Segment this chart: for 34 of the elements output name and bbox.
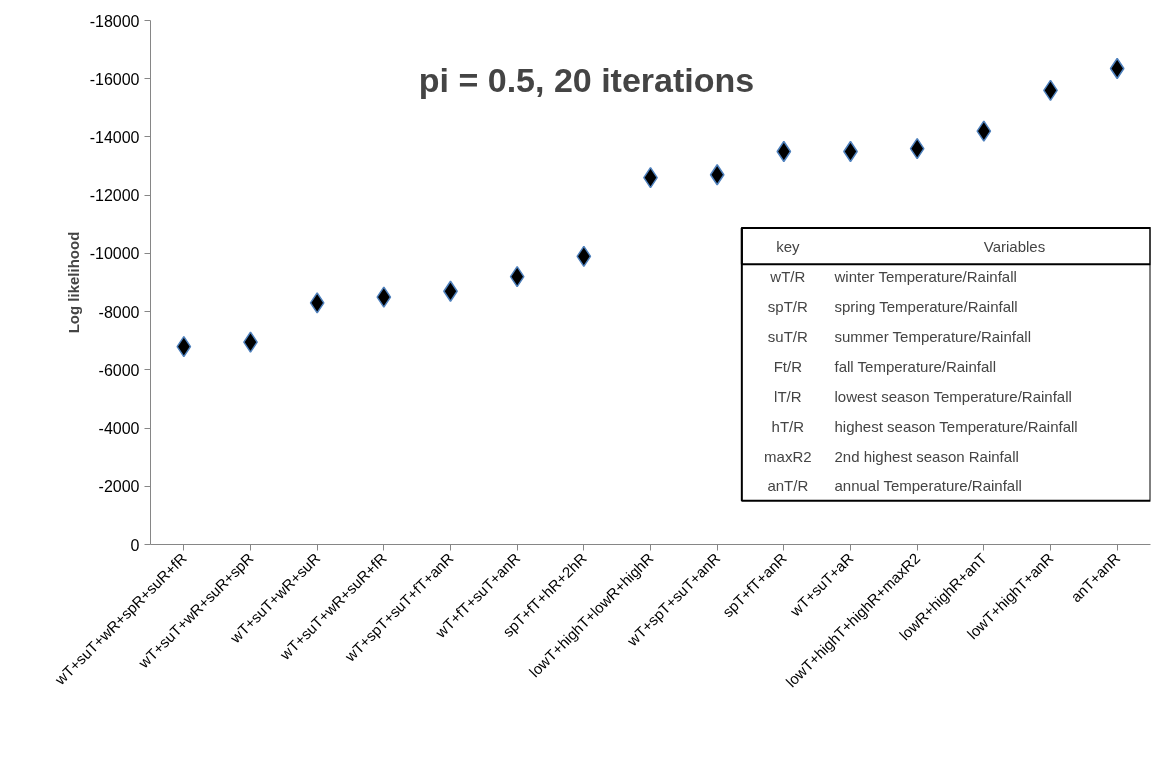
annotation: maxR2 — [764, 447, 812, 465]
annotation: wT/R — [769, 267, 806, 285]
point — [376, 286, 392, 308]
y-tick-label: -4000 — [98, 420, 140, 438]
annotation: summer Temperature/Rainfall — [834, 327, 1031, 345]
y-tick-label: -14000 — [89, 128, 140, 146]
y-tick-label: -18000 — [89, 12, 140, 30]
annotation: lT/R — [774, 387, 802, 405]
annotation: Variables — [983, 237, 1046, 255]
annotation: fall Temperature/Rainfall — [834, 357, 996, 375]
annotation: winter Temperature/Rainfall — [833, 267, 1017, 285]
annotation: hT/R — [771, 417, 805, 435]
annotation: spT/R — [767, 297, 808, 315]
point — [976, 120, 992, 142]
annotation: 2nd highest season Rainfall — [834, 447, 1019, 465]
y-tick-label: -12000 — [89, 187, 140, 205]
y-axis-title: Log likelihood — [64, 231, 82, 334]
y-tick-label: -16000 — [89, 70, 140, 88]
text: pi = 0.5, 20 iterations — [418, 61, 755, 100]
annotation: spring Temperature/Rainfall — [834, 297, 1018, 315]
annotation: annual Temperature/Rainfall — [834, 477, 1022, 495]
y-tick-label: -6000 — [98, 361, 140, 379]
annotation: lowest season Temperature/Rainfall — [834, 387, 1072, 405]
point — [709, 164, 725, 186]
annotation: Ft/R — [773, 357, 803, 375]
annotation: highest season Temperature/Rainfall — [834, 417, 1078, 435]
y-tick-label: -8000 — [98, 303, 140, 321]
y-tick-label: -2000 — [98, 478, 140, 496]
annotation: key — [776, 237, 800, 255]
annotation: suT/R — [767, 327, 808, 345]
annotation: anT/R — [767, 477, 809, 495]
y-tick-label: 0 — [130, 536, 140, 554]
y-tick-label: -10000 — [89, 245, 140, 263]
point — [309, 292, 325, 314]
